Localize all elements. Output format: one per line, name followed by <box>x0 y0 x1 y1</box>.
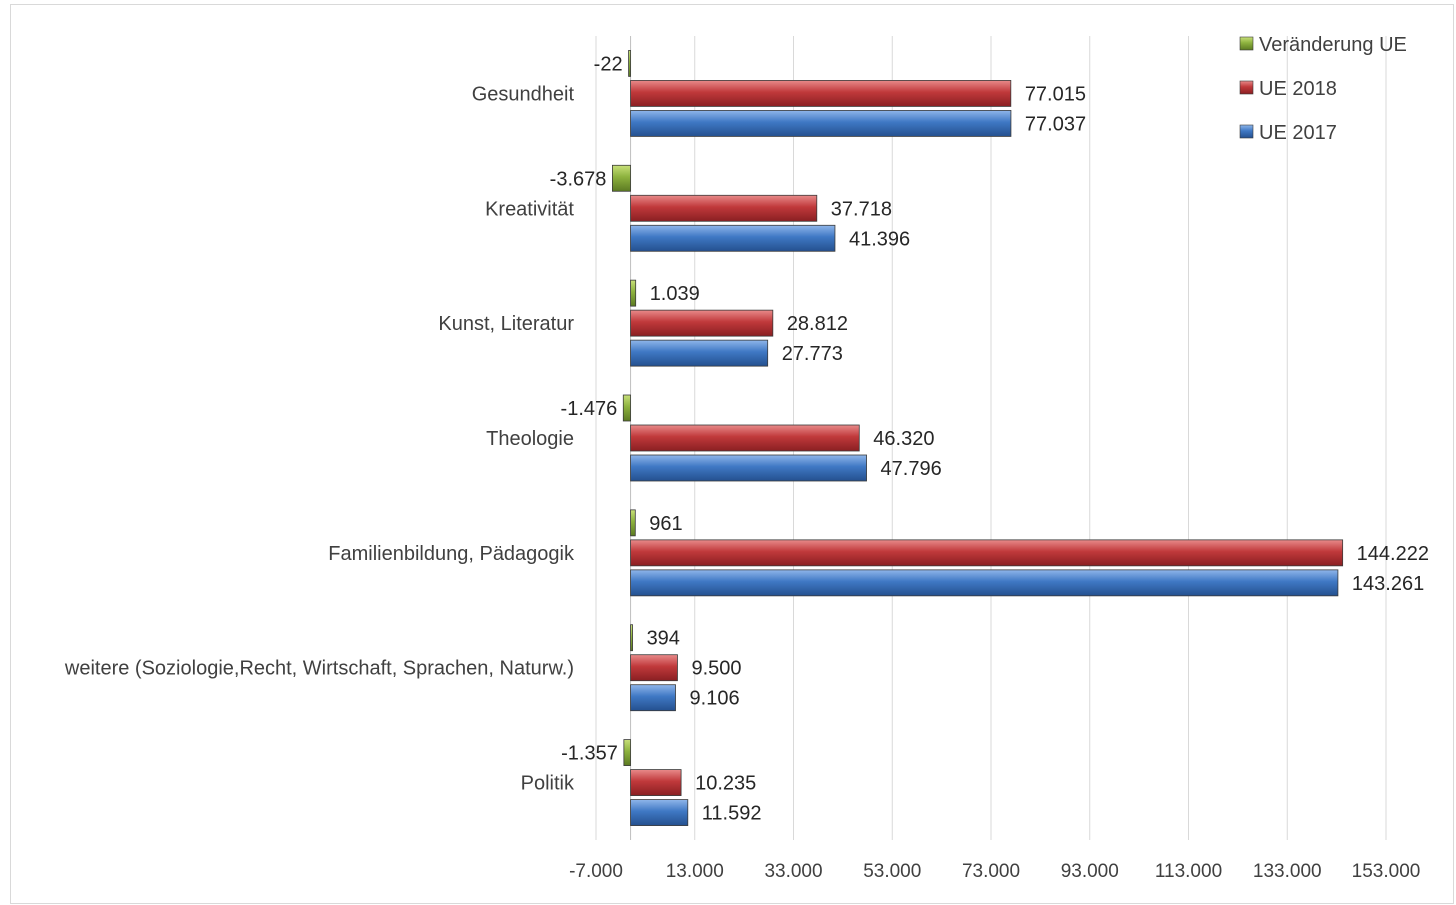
data-label: 41.396 <box>849 228 910 250</box>
data-label: 394 <box>647 628 680 650</box>
chart-frame <box>10 4 1454 904</box>
change-bar <box>630 624 633 652</box>
ue2017-bar <box>630 224 836 252</box>
data-label: 77.015 <box>1025 83 1086 105</box>
data-label: -22 <box>594 53 623 75</box>
category-label: Theologie <box>486 428 574 450</box>
data-label: 77.037 <box>1025 113 1086 135</box>
labels: -7.000 13.000 33.000 53.000 73.000 93.000 113.… <box>64 53 1429 882</box>
x-tick-label: 53.000 <box>863 861 921 882</box>
change-bar <box>612 164 631 192</box>
change-bar <box>630 509 636 537</box>
category-label: Kreativität <box>485 198 574 220</box>
data-label: -1.357 <box>561 743 618 765</box>
ue2018-bar <box>630 80 1012 107</box>
x-tick-label: -7.000 <box>569 861 623 882</box>
category-label: Familienbildung, Pädagogik <box>328 543 575 565</box>
ue2018-bar <box>630 194 818 222</box>
x-tick-label: 153.000 <box>1352 861 1421 882</box>
x-tick-label: 93.000 <box>1061 861 1119 882</box>
data-label: -3.678 <box>550 168 607 190</box>
ue2017-bar <box>630 110 1012 137</box>
legend-entry: UE 2018 <box>1259 78 1337 100</box>
data-label: -1.476 <box>561 398 618 420</box>
ue2018-bar <box>630 769 682 796</box>
legend-swatch <box>1239 80 1254 95</box>
data-label: 46.320 <box>873 428 934 450</box>
data-label: 28.812 <box>787 313 848 335</box>
category-label: Politik <box>521 773 575 795</box>
legend-entry: Veränderung UE <box>1259 34 1407 56</box>
x-tick-label: 13.000 <box>666 861 724 882</box>
category-label: Kunst, Literatur <box>438 313 574 335</box>
data-label: 27.773 <box>782 343 843 365</box>
ue2018-bar <box>630 424 860 452</box>
data-label: 10.235 <box>695 773 756 795</box>
x-tick-label: 33.000 <box>764 861 822 882</box>
legend: Veränderung UE UE 2018 UE 2017 <box>1239 34 1407 144</box>
data-label: 11.592 <box>702 803 762 825</box>
bars <box>612 50 1344 826</box>
data-label: 961 <box>649 513 682 535</box>
legend-swatch <box>1239 36 1254 51</box>
legend-swatch <box>1239 124 1254 139</box>
ue2018-bar <box>630 654 678 682</box>
data-label: 47.796 <box>881 458 942 480</box>
change-bar <box>630 279 637 307</box>
ue2018-bar <box>630 309 774 337</box>
x-tick-label: 113.000 <box>1155 861 1222 882</box>
change-bar <box>628 50 631 77</box>
x-tick-label: 133.000 <box>1253 861 1322 882</box>
ue2017-bar <box>630 684 676 712</box>
category-label: Gesundheit <box>472 83 575 105</box>
category-label: weitere (Soziologie,Recht, Wirtschaft, S… <box>64 658 574 680</box>
x-tick-label: 73.000 <box>962 861 1020 882</box>
legend-entry: UE 2017 <box>1259 122 1337 144</box>
data-label: 144.222 <box>1357 543 1429 565</box>
data-label: 9.106 <box>690 688 740 710</box>
data-label: 1.039 <box>650 283 700 305</box>
data-label: 9.500 <box>691 658 741 680</box>
ue2017-bar <box>630 339 769 367</box>
ue2017-bar <box>630 799 689 826</box>
data-label: 143.261 <box>1352 573 1424 595</box>
change-bar <box>623 739 631 766</box>
change-bar <box>622 394 631 422</box>
ue2018-bar <box>630 539 1344 567</box>
ue2017-bar <box>630 454 867 482</box>
data-label: 37.718 <box>831 198 892 220</box>
ue2017-bar <box>630 569 1339 597</box>
